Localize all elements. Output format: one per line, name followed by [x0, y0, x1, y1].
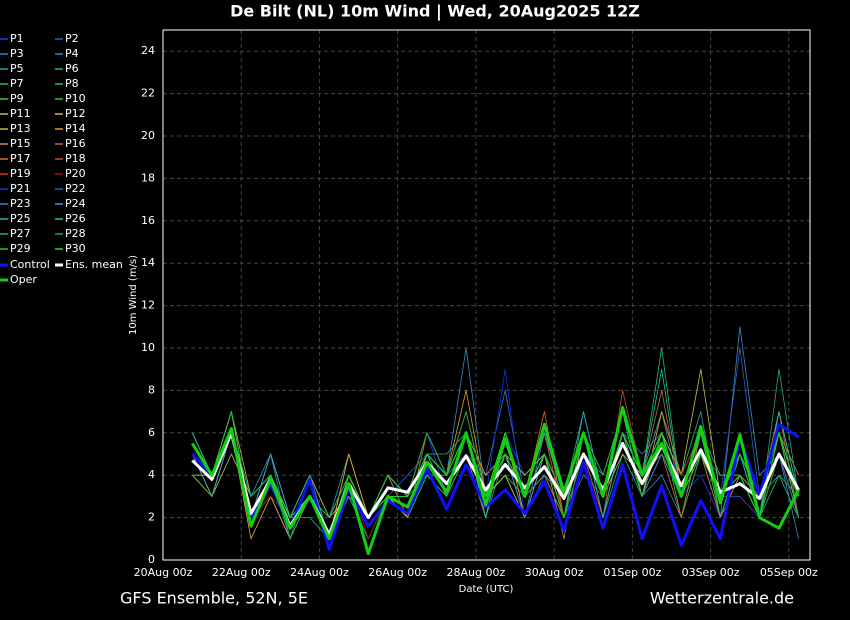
- legend-label: P29: [10, 242, 31, 255]
- legend-label: P4: [65, 47, 79, 60]
- y-tick-label: 22: [141, 87, 155, 100]
- legend-label: P21: [10, 182, 31, 195]
- legend-label: P3: [10, 47, 24, 60]
- series-line: [191, 405, 800, 556]
- chart-title: De Bilt (NL) 10m Wind | Wed, 20Aug2025 1…: [230, 2, 640, 22]
- legend-label: P14: [65, 122, 86, 135]
- legend-label: P7: [10, 77, 24, 90]
- legend-label: P11: [10, 107, 31, 120]
- y-tick-label: 16: [141, 214, 155, 227]
- legend-label: P6: [65, 62, 79, 75]
- x-tick-label: 01Sep 00z: [603, 566, 661, 579]
- y-tick-label: 8: [148, 383, 155, 396]
- x-tick-label: 05Sep 00z: [760, 566, 818, 579]
- x-tick-label: 28Aug 00z: [447, 566, 506, 579]
- legend-label: P22: [65, 182, 86, 195]
- legend-label: P25: [10, 212, 31, 225]
- footer-left: GFS Ensemble, 52N, 5E: [120, 589, 308, 608]
- legend-label: P15: [10, 137, 31, 150]
- y-axis-label: 10m Wind (m/s): [128, 255, 139, 335]
- legend-label: P16: [65, 137, 86, 150]
- x-axis-label: Date (UTC): [459, 584, 514, 595]
- x-tick-label: 24Aug 00z: [290, 566, 349, 579]
- legend-label: P9: [10, 92, 24, 105]
- legend-label: Oper: [10, 273, 37, 286]
- legend-label: P27: [10, 227, 31, 240]
- legend-label: P28: [65, 227, 86, 240]
- legend-label: P2: [65, 32, 79, 45]
- y-tick-label: 12: [141, 299, 155, 312]
- footer-right: Wetterzentrale.de: [650, 589, 794, 608]
- x-tick-label: 20Aug 00z: [134, 566, 193, 579]
- legend-label: P30: [65, 242, 86, 255]
- x-tick-label: 22Aug 00z: [212, 566, 271, 579]
- legend-label: P12: [65, 107, 86, 120]
- legend-label: P17: [10, 152, 31, 165]
- legend-label: P8: [65, 77, 79, 90]
- legend-label: Ens. mean: [65, 258, 123, 271]
- y-tick-label: 0: [148, 553, 155, 566]
- legend-label: P26: [65, 212, 86, 225]
- x-tick-label: 30Aug 00z: [525, 566, 584, 579]
- legend-label: P18: [65, 152, 86, 165]
- x-tick-label: 26Aug 00z: [368, 566, 427, 579]
- y-tick-label: 20: [141, 129, 155, 142]
- y-tick-label: 14: [141, 256, 155, 269]
- legend-label: Control: [10, 258, 50, 271]
- y-tick-label: 24: [141, 44, 155, 57]
- legend-label: P1: [10, 32, 24, 45]
- y-tick-label: 10: [141, 341, 155, 354]
- legend-label: P23: [10, 197, 31, 210]
- y-tick-label: 4: [148, 468, 155, 481]
- y-tick-label: 18: [141, 171, 155, 184]
- legend-label: P19: [10, 167, 31, 180]
- legend-label: P20: [65, 167, 86, 180]
- x-tick-label: 03Sep 00z: [682, 566, 740, 579]
- legend-label: P5: [10, 62, 24, 75]
- legend-label: P13: [10, 122, 31, 135]
- legend-label: P10: [65, 92, 86, 105]
- plot-frame: [162, 29, 811, 561]
- series-line: [192, 432, 799, 540]
- y-tick-label: 2: [148, 511, 155, 524]
- y-tick-label: 6: [148, 426, 155, 439]
- legend-label: P24: [65, 197, 86, 210]
